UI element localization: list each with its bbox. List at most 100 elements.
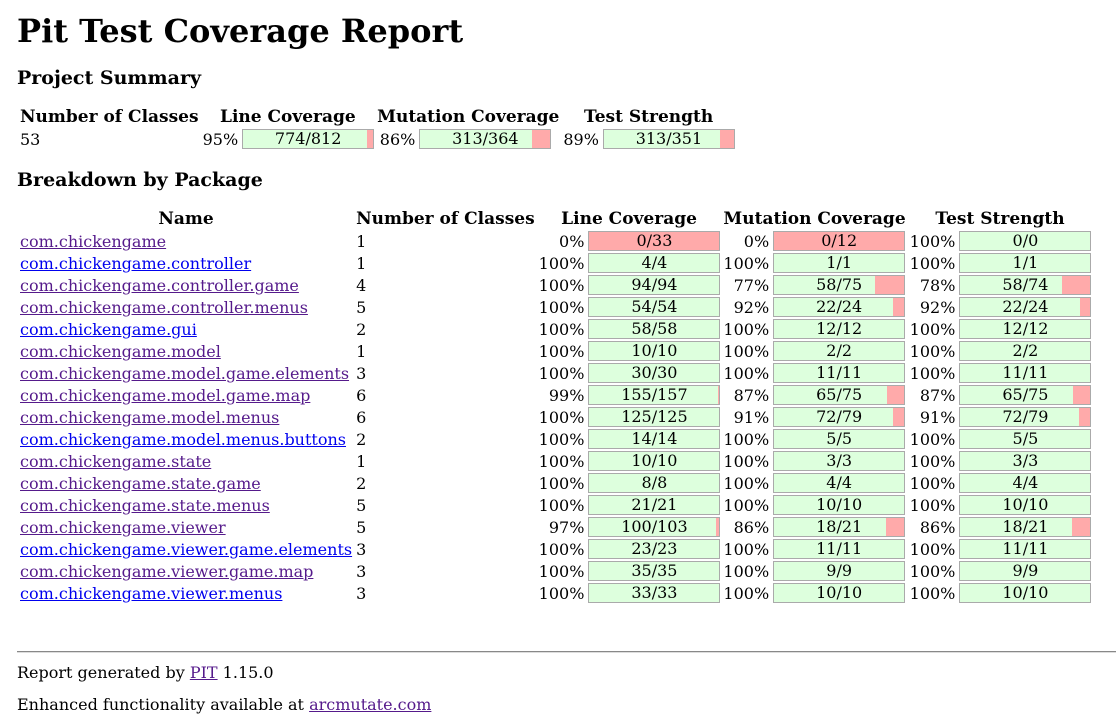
package-line-bar: 100/103 bbox=[588, 517, 721, 537]
summary-header-test-strength: Test Strength bbox=[584, 107, 714, 127]
package-mutation-cell: 10/10 bbox=[773, 495, 906, 515]
package-link[interactable]: com.chickengame.controller.menus bbox=[20, 297, 308, 317]
package-classes-count: 3 bbox=[356, 561, 367, 581]
package-mutation-pct: 100% bbox=[723, 253, 770, 273]
package-mutation-bar-fill bbox=[774, 562, 905, 580]
package-mutation-cell: 12/12 bbox=[773, 319, 906, 339]
package-link[interactable]: com.chickengame.state.menus bbox=[20, 495, 270, 515]
package-strength-bar-label: 2/2 bbox=[1012, 341, 1039, 360]
package-classes-count: 2 bbox=[356, 319, 367, 339]
package-mutation-pct: 100% bbox=[723, 319, 770, 339]
summary-mutation-cell: 313/364 bbox=[419, 129, 560, 149]
package-strength-pct: 100% bbox=[909, 253, 956, 273]
package-classes-count: 6 bbox=[356, 407, 367, 427]
package-link[interactable]: com.chickengame.gui bbox=[20, 319, 197, 339]
package-link[interactable]: com.chickengame.model.menus.buttons bbox=[20, 429, 346, 449]
package-strength-pct: 100% bbox=[909, 473, 956, 493]
package-name-cell: com.chickengame.state.menus bbox=[19, 495, 353, 515]
package-line-cell: 58/58 bbox=[588, 319, 721, 339]
package-line-bar-label: 4/4 bbox=[641, 253, 668, 272]
package-line-bar-label: 125/125 bbox=[621, 407, 688, 426]
package-line-pct: 100% bbox=[538, 429, 585, 449]
summary-classes-count: 53 bbox=[20, 129, 41, 149]
package-strength-pct: 100% bbox=[909, 231, 956, 251]
package-link[interactable]: com.chickengame.viewer bbox=[20, 517, 226, 537]
package-line-cell: 10/10 bbox=[588, 341, 721, 361]
package-link[interactable]: com.chickengame.viewer.game.map bbox=[20, 561, 314, 581]
package-line-bar-fill bbox=[589, 452, 720, 470]
package-line-bar-fill bbox=[589, 430, 720, 448]
footer-enhanced-prefix: Enhanced functionality available at bbox=[17, 695, 310, 714]
pit-link[interactable]: PIT bbox=[189, 663, 218, 682]
package-strength-cell: 72/79 bbox=[959, 407, 1092, 427]
package-mutation-bar-label: 3/3 bbox=[826, 451, 853, 470]
package-line-cell: 23/23 bbox=[588, 539, 721, 559]
package-mutation-bar-label: 9/9 bbox=[826, 561, 853, 580]
package-link[interactable]: com.chickengame.model bbox=[20, 341, 221, 361]
package-mutation-bar-label: 1/1 bbox=[826, 253, 853, 272]
package-line-bar-fill bbox=[589, 474, 720, 492]
package-mutation-bar-label: 4/4 bbox=[826, 473, 853, 492]
package-mutation-bar-label: 2/2 bbox=[826, 341, 853, 360]
summary-line-bar: 774/812 bbox=[242, 129, 375, 149]
package-mutation-pct: 0% bbox=[743, 231, 770, 251]
arcmutate-link[interactable]: arcmutate.com bbox=[309, 695, 432, 714]
package-strength-pct: 100% bbox=[909, 341, 956, 361]
package-strength-pct: 100% bbox=[909, 583, 956, 603]
summary-strength-cell: 313/351 bbox=[602, 129, 735, 149]
package-link[interactable]: com.chickengame.viewer.menus bbox=[20, 583, 283, 603]
package-name-cell: com.chickengame bbox=[19, 231, 353, 251]
package-link[interactable]: com.chickengame.controller bbox=[20, 253, 252, 273]
package-mutation-bar-label: 11/11 bbox=[816, 363, 863, 382]
package-row: com.chickengame.viewer 5 97% 100/103 86%… bbox=[19, 517, 1092, 537]
breakdown-header-mutation-coverage: Mutation Coverage bbox=[723, 209, 906, 229]
package-mutation-cell: 2/2 bbox=[773, 341, 906, 361]
package-line-bar: 30/30 bbox=[588, 363, 721, 383]
summary-strength-bar: 313/351 bbox=[602, 129, 735, 149]
package-mutation-bar-label: 22/24 bbox=[816, 297, 863, 316]
summary-mutation-bar: 313/364 bbox=[419, 129, 552, 149]
footer-divider bbox=[17, 651, 1116, 653]
package-strength-bar-label: 9/9 bbox=[1012, 561, 1039, 580]
package-line-bar-fill bbox=[589, 320, 720, 338]
package-link[interactable]: com.chickengame.model.game.map bbox=[20, 385, 311, 405]
package-link[interactable]: com.chickengame.state.game bbox=[20, 473, 261, 493]
package-line-bar-label: 35/35 bbox=[631, 561, 678, 580]
package-strength-bar-fill bbox=[960, 342, 1091, 360]
package-line-bar-fill bbox=[589, 540, 720, 558]
package-strength-bar-label: 4/4 bbox=[1012, 473, 1039, 492]
package-strength-bar: 9/9 bbox=[959, 561, 1092, 581]
package-line-cell: 35/35 bbox=[588, 561, 721, 581]
package-line-bar-label: 23/23 bbox=[631, 539, 678, 558]
package-strength-pct: 86% bbox=[919, 517, 956, 537]
summary-strength-bar-fill bbox=[603, 130, 720, 148]
package-line-bar-fill bbox=[589, 518, 716, 536]
package-line-bar-label: 30/30 bbox=[631, 363, 678, 382]
package-strength-bar: 11/11 bbox=[959, 539, 1092, 559]
package-strength-cell: 1/1 bbox=[959, 253, 1092, 273]
footer-version: 1.15.0 bbox=[217, 663, 274, 682]
package-line-cell: 21/21 bbox=[588, 495, 721, 515]
package-mutation-bar-label: 72/79 bbox=[816, 407, 863, 426]
package-mutation-cell: 1/1 bbox=[773, 253, 906, 273]
package-link[interactable]: com.chickengame.model.game.elements bbox=[20, 363, 350, 383]
package-link[interactable]: com.chickengame.state bbox=[20, 451, 212, 471]
package-classes-count: 1 bbox=[356, 341, 367, 361]
package-mutation-cell: 65/75 bbox=[773, 385, 906, 405]
package-link[interactable]: com.chickengame.controller.game bbox=[20, 275, 299, 295]
package-mutation-bar: 10/10 bbox=[773, 495, 906, 515]
package-line-bar-label: 14/14 bbox=[631, 429, 678, 448]
package-strength-bar-label: 72/79 bbox=[1002, 407, 1049, 426]
package-strength-pct: 92% bbox=[919, 297, 956, 317]
package-line-pct: 100% bbox=[538, 407, 585, 427]
package-strength-bar: 58/74 bbox=[959, 275, 1092, 295]
package-line-cell: 30/30 bbox=[588, 363, 721, 383]
package-link[interactable]: com.chickengame bbox=[20, 231, 167, 251]
package-strength-bar-fill bbox=[960, 474, 1091, 492]
package-link[interactable]: com.chickengame.viewer.game.elements bbox=[20, 539, 353, 559]
breakdown-table: Name Number of Classes Line Coverage Mut… bbox=[17, 207, 1093, 605]
package-link[interactable]: com.chickengame.model.menus bbox=[20, 407, 280, 427]
package-strength-cell: 5/5 bbox=[959, 429, 1092, 449]
package-line-bar-label: 8/8 bbox=[641, 473, 668, 492]
package-classes-count: 3 bbox=[356, 363, 367, 383]
